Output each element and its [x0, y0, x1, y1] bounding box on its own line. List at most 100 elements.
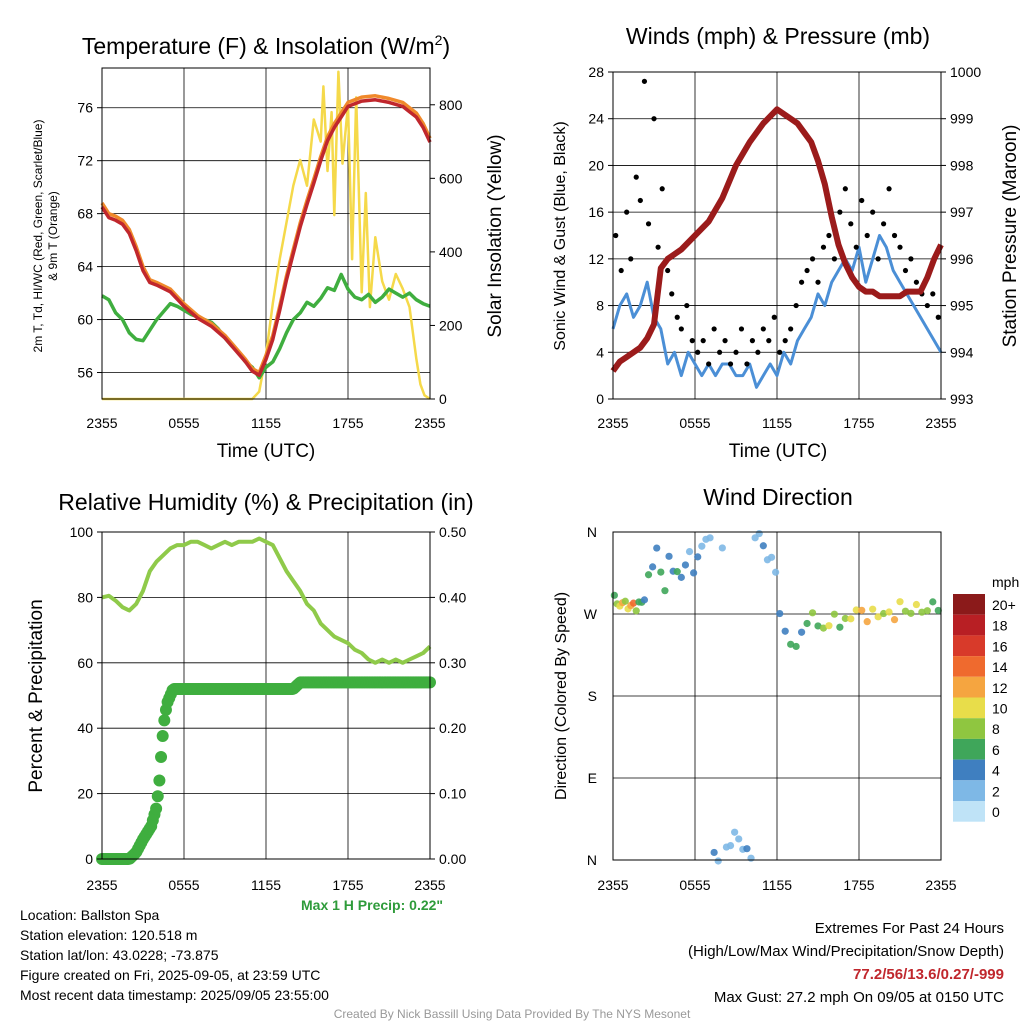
y-tick-label: 76 [77, 100, 93, 116]
x-tick-label: 0555 [679, 877, 710, 893]
recent-timestamp: Most recent data timestamp: 2025/09/05 2… [20, 987, 329, 1003]
gust-point [684, 302, 690, 309]
gust-point [881, 221, 887, 227]
direction-point [649, 563, 657, 571]
max-gust: Max Gust: 27.2 mph On 09/05 at 0150 UTC [713, 989, 1004, 1006]
precip-point [158, 714, 171, 727]
y-tick-label: 28 [588, 64, 604, 80]
direction-point [852, 606, 860, 614]
direction-ylabel: Direction (Colored By Speed) [553, 592, 570, 800]
temperature-xlabel: Time (UTC) [217, 441, 316, 462]
legend-swatch [953, 738, 985, 760]
gust-point [665, 267, 671, 274]
humidity-ylabel: Percent & Precipitation [26, 599, 47, 792]
direction-point [885, 608, 893, 616]
gust-point [651, 116, 657, 122]
direction-point [890, 616, 899, 624]
legend-title: mph [992, 574, 1019, 590]
y-tick-label: N [587, 524, 597, 540]
gust-point [727, 361, 734, 367]
direction-point [901, 607, 910, 615]
gust-point [793, 302, 799, 309]
direction-point [714, 857, 722, 865]
station-info: Location: Ballston Spa Station elevation… [20, 905, 329, 1005]
direction-point [698, 542, 706, 550]
gust-point [760, 326, 766, 332]
direction-point [685, 548, 694, 556]
legend-label: 6 [992, 742, 1000, 758]
precip-point [151, 790, 164, 803]
pressure-y-ticks: 993 994 995 996 997 998 999 1000 [941, 64, 981, 407]
dewpoint-line [101, 272, 431, 380]
wind-title: Winds (mph) & Pressure (mb) [626, 23, 930, 49]
direction-point [759, 542, 767, 550]
y-tick-label: 40 [77, 720, 93, 736]
gust-point [837, 209, 843, 215]
direction-point [814, 622, 822, 630]
y-tick-label: 4 [596, 344, 604, 360]
y-tick-label: 600 [439, 170, 463, 186]
x-tick-label: 2355 [597, 877, 628, 893]
gust-point [711, 326, 717, 332]
legend-swatch [953, 594, 985, 615]
x-tick-label: 1155 [251, 877, 281, 893]
gust-point [826, 232, 832, 239]
direction-point [629, 599, 638, 607]
direction-point [694, 553, 702, 561]
y-tick-label: 1000 [950, 64, 981, 80]
x-tick-label: 1755 [332, 877, 363, 893]
legend-swatch [953, 635, 985, 657]
gust-point [875, 256, 881, 262]
extremes-subtitle: (High/Low/Max Wind/Precipitation/Snow De… [688, 943, 1004, 960]
precip-point [153, 774, 166, 787]
direction-point [710, 848, 718, 857]
x-tick-label: 2355 [597, 415, 628, 431]
direction-y-ticks: N E S W N [584, 524, 598, 868]
y-tick-label: 993 [950, 391, 974, 407]
y-tick-label: S [588, 688, 597, 704]
wind-x-ticks: 2355 0555 1155 1755 2355 [597, 415, 956, 431]
x-tick-label: 0555 [679, 415, 710, 431]
temperature-plot-frame [101, 67, 431, 400]
legend-swatch [953, 697, 985, 719]
direction-point [718, 544, 726, 552]
gust-point [809, 256, 816, 262]
humidity-series [96, 536, 436, 865]
humidity-panel: Relative Humidity (%) & Precipitation (i… [26, 489, 474, 893]
precip-point [155, 750, 168, 763]
direction-point [747, 854, 755, 862]
y-tick-label: 994 [950, 344, 974, 360]
x-tick-label: 2355 [925, 877, 956, 893]
direction-point [934, 606, 942, 615]
y-tick-label: 0 [439, 391, 447, 407]
direction-point [767, 553, 776, 561]
legend-label: 12 [992, 680, 1008, 696]
gust-point [815, 279, 821, 285]
direction-point [640, 596, 649, 604]
x-tick-label: 2355 [86, 415, 117, 431]
y-tick-label: 800 [439, 97, 463, 113]
gust-point [659, 186, 665, 192]
gust-point [777, 349, 783, 355]
y-tick-label: 0.40 [439, 589, 466, 605]
x-tick-label: 2355 [414, 415, 445, 431]
gust-point [633, 174, 639, 180]
direction-point [912, 600, 921, 609]
y-tick-label: 0 [596, 391, 604, 407]
gust-point [669, 291, 675, 297]
direction-point [808, 609, 817, 617]
gust-point [853, 244, 859, 250]
gust-point [891, 232, 898, 239]
gust-point [870, 209, 876, 215]
direction-point [772, 568, 780, 576]
gust-point [624, 209, 630, 215]
y-tick-label: 0.20 [439, 720, 466, 736]
gust-point [908, 256, 914, 262]
gust-point [766, 338, 772, 344]
x-tick-label: 1155 [762, 415, 792, 431]
legend-label: 0 [992, 804, 1000, 820]
wind-ylabel: Sonic Wind & Gust (Blue, Black) [552, 121, 569, 350]
gust-point [897, 244, 903, 250]
x-tick-label: 1155 [762, 877, 792, 893]
